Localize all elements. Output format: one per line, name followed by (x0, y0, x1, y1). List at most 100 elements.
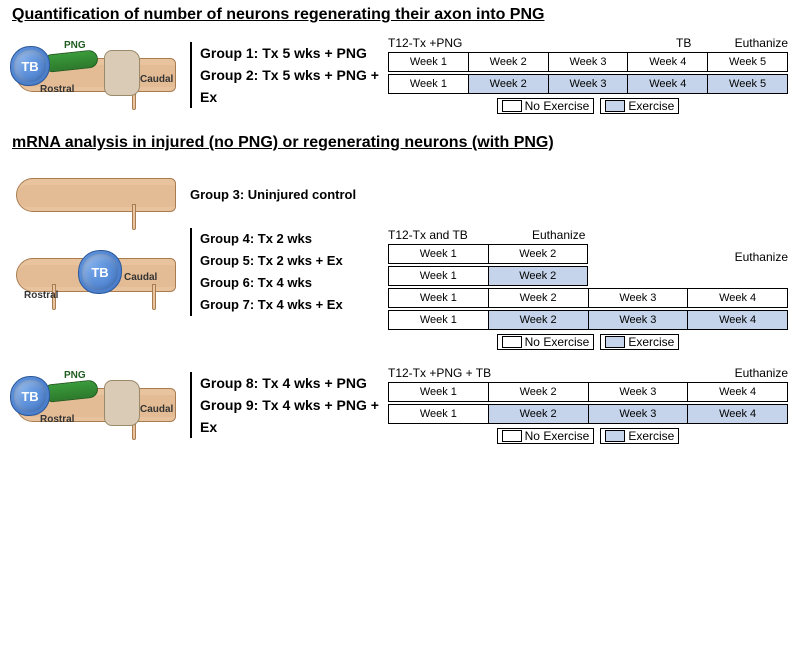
block3-groups: Group 8: Tx 4 wks + PNG Group 9: Tx 4 wk… (190, 372, 380, 438)
group-4-label: Group 4: Tx 2 wks (200, 228, 380, 250)
timeline-row-g7: Week 1 Week 2 Week 3 Week 4 (388, 310, 788, 330)
nerve-root-icon (152, 284, 156, 310)
event-euthanize: Euthanize (532, 228, 585, 242)
week-cell-ex: Week 4 (628, 75, 708, 93)
timeline-events: T12-Tx +PNG + TB Euthanize (388, 366, 788, 382)
legend-swatch-ex (605, 430, 625, 442)
group-5-label: Group 5: Tx 2 wks + Ex (200, 250, 380, 272)
event-euthanize: Euthanize (735, 250, 788, 264)
week-cell-ex: Week 4 (688, 311, 787, 329)
week-cell: Week 2 (489, 289, 589, 307)
tb-icon: TB (10, 46, 50, 86)
week-cell: Week 3 (589, 289, 689, 307)
event-t12tx-png-tb: T12-Tx +PNG + TB (388, 366, 491, 380)
event-euthanize: Euthanize (735, 366, 788, 380)
illustration-injured-tb: TB Rostral Caudal (12, 228, 182, 320)
rostral-label: Rostral (40, 414, 74, 425)
block1-groups: Group 1: Tx 5 wks + PNG Group 2: Tx 5 wk… (190, 42, 380, 108)
legend: No Exercise Exercise (388, 98, 788, 114)
week-cell: Week 4 (688, 289, 787, 307)
illustration-uninjured (12, 170, 182, 220)
legend-swatch-ex (605, 336, 625, 348)
week-cell: Week 1 (389, 405, 489, 423)
png-label: PNG (64, 40, 86, 51)
group-8-label: Group 8: Tx 4 wks + PNG (200, 372, 380, 394)
rostral-label: Rostral (24, 290, 58, 301)
week-cell: Week 1 (389, 245, 489, 263)
week-cell-ex: Week 2 (489, 405, 589, 423)
block2b-timeline: T12-Tx and TB Euthanize Week 1 Week 2 We… (388, 228, 788, 350)
week-cell: Week 2 (489, 383, 589, 401)
legend: No Exercise Exercise (388, 428, 788, 444)
week-cell: Week 1 (389, 75, 469, 93)
spinal-cord (16, 178, 176, 212)
caudal-label: Caudal (140, 74, 173, 85)
timeline-row-g6: Week 1 Week 2 Week 3 Week 4 (388, 288, 788, 308)
week-cell: Week 3 (549, 53, 629, 71)
legend-noex: No Exercise (497, 428, 595, 444)
block3-row: PNG TB Rostral Caudal Group 8: Tx 4 wks … (12, 366, 788, 444)
block2a-row: Group 3: Uninjured control (12, 170, 788, 220)
caudal-label: Caudal (124, 272, 157, 283)
illustration-png-tb: PNG TB Rostral Caudal (12, 40, 182, 110)
week-cell: Week 1 (389, 383, 489, 401)
legend-ex: Exercise (600, 428, 679, 444)
tb-icon: TB (10, 376, 50, 416)
event-t12tx-tb: T12-Tx and TB (388, 228, 468, 242)
group-3-label-wrap: Group 3: Uninjured control (190, 184, 380, 206)
legend-ex: Exercise (600, 98, 679, 114)
week-cell-ex: Week 3 (549, 75, 629, 93)
section-1: Quantification of number of neurons rege… (0, 0, 800, 120)
timeline-row-g4: Week 1 Week 2 (388, 244, 788, 264)
week-cell-ex: Week 2 (489, 267, 588, 285)
group-1-label: Group 1: Tx 5 wks + PNG (200, 42, 380, 64)
rostral-label: Rostral (40, 84, 74, 95)
group-9-label: Group 9: Tx 4 wks + PNG + Ex (200, 394, 380, 438)
event-t12tx-png: T12-Tx +PNG (388, 36, 462, 50)
timeline-row-g2: Week 1 Week 2 Week 3 Week 4 Week 5 (388, 74, 788, 94)
legend-noex: No Exercise (497, 98, 595, 114)
lesion-site (104, 50, 140, 96)
legend-swatch-noex (502, 336, 522, 348)
block3-timeline: T12-Tx +PNG + TB Euthanize Week 1 Week 2… (388, 366, 788, 444)
png-label: PNG (64, 370, 86, 381)
legend-ex: Exercise (600, 334, 679, 350)
week-cell: Week 3 (589, 383, 689, 401)
caudal-label: Caudal (140, 404, 173, 415)
timeline-row-g5: Week 1 Week 2 Euthanize (388, 266, 788, 286)
event-tb: TB (676, 36, 691, 50)
week-cell-ex: Week 2 (489, 311, 589, 329)
legend-noex: No Exercise (497, 334, 595, 350)
section1-title: Quantification of number of neurons rege… (12, 6, 788, 24)
block1-timeline: T12-Tx +PNG TB Euthanize Week 1 Week 2 W… (388, 36, 788, 114)
legend-swatch-ex (605, 100, 625, 112)
block2b-row: TB Rostral Caudal Group 4: Tx 2 wks Grou… (12, 228, 788, 350)
week-cell: Week 1 (389, 53, 469, 71)
timeline-events: T12-Tx and TB Euthanize (388, 228, 788, 244)
legend: No Exercise Exercise (388, 334, 788, 350)
block1-row: PNG TB Rostral Caudal Group 1: Tx 5 wks … (12, 36, 788, 114)
section-2: mRNA analysis in injured (no PNG) or reg… (0, 128, 800, 450)
week-cell-ex: Week 3 (589, 405, 689, 423)
illustration-png-tb-2: PNG TB Rostral Caudal (12, 370, 182, 440)
legend-swatch-noex (502, 430, 522, 442)
tb-icon: TB (78, 250, 122, 294)
timeline-events: T12-Tx +PNG TB Euthanize (388, 36, 788, 52)
timeline-row-g1: Week 1 Week 2 Week 3 Week 4 Week 5 (388, 52, 788, 72)
timeline-row-g8: Week 1 Week 2 Week 3 Week 4 (388, 382, 788, 402)
week-cell: Week 4 (628, 53, 708, 71)
week-cell: Week 1 (389, 267, 489, 285)
week-cell-ex: Week 5 (708, 75, 787, 93)
legend-swatch-noex (502, 100, 522, 112)
group-6-label: Group 6: Tx 4 wks (200, 272, 380, 294)
lesion-site (104, 380, 140, 426)
week-cell: Week 2 (489, 245, 588, 263)
week-cell-ex: Week 2 (469, 75, 549, 93)
week-cell-ex: Week 3 (589, 311, 689, 329)
group-3-label: Group 3: Uninjured control (190, 184, 380, 206)
block2b-groups: Group 4: Tx 2 wks Group 5: Tx 2 wks + Ex… (190, 228, 380, 316)
week-cell: Week 2 (469, 53, 549, 71)
nerve-root-icon (132, 204, 136, 230)
week-cell: Week 4 (688, 383, 787, 401)
week-cell: Week 1 (389, 289, 489, 307)
